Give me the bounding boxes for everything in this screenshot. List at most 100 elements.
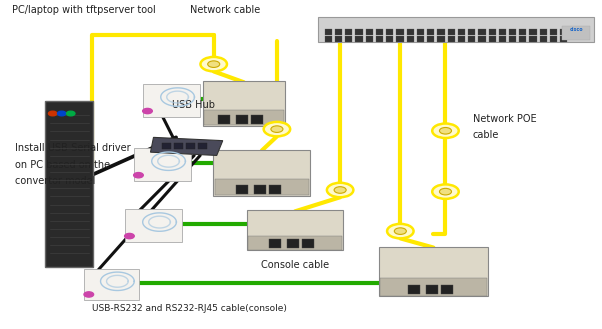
Text: cisco: cisco [569,27,583,32]
FancyBboxPatch shape [540,29,547,35]
FancyBboxPatch shape [397,29,404,35]
FancyBboxPatch shape [468,36,476,42]
Circle shape [143,109,152,114]
FancyBboxPatch shape [530,29,537,35]
Circle shape [84,292,94,297]
FancyBboxPatch shape [335,29,343,35]
FancyBboxPatch shape [379,247,488,296]
FancyBboxPatch shape [380,278,486,295]
FancyBboxPatch shape [134,148,191,181]
FancyBboxPatch shape [325,29,332,35]
FancyBboxPatch shape [562,26,590,40]
Circle shape [49,111,57,116]
FancyBboxPatch shape [550,36,557,42]
FancyBboxPatch shape [448,36,455,42]
FancyBboxPatch shape [46,101,93,267]
FancyBboxPatch shape [479,36,486,42]
FancyBboxPatch shape [427,29,435,35]
FancyBboxPatch shape [346,36,353,42]
FancyBboxPatch shape [468,29,476,35]
FancyBboxPatch shape [489,29,496,35]
Circle shape [208,61,220,67]
Circle shape [432,123,459,138]
FancyBboxPatch shape [247,211,344,250]
Circle shape [439,188,452,195]
FancyBboxPatch shape [427,36,435,42]
Text: Install USB-Serial driver
on PC based on the
convertor model: Install USB-Serial driver on PC based on… [15,143,131,186]
FancyBboxPatch shape [218,115,230,124]
FancyBboxPatch shape [269,185,281,193]
FancyBboxPatch shape [143,84,200,117]
FancyBboxPatch shape [213,149,311,196]
FancyBboxPatch shape [530,36,537,42]
FancyBboxPatch shape [386,29,394,35]
FancyBboxPatch shape [198,143,207,149]
Polygon shape [150,138,223,155]
Text: Network cable: Network cable [190,5,260,15]
FancyBboxPatch shape [441,285,453,294]
Circle shape [271,126,283,133]
Circle shape [327,183,353,197]
FancyBboxPatch shape [509,29,517,35]
FancyBboxPatch shape [203,81,285,126]
Circle shape [439,127,452,134]
Circle shape [394,228,406,235]
Circle shape [334,187,346,193]
FancyBboxPatch shape [509,36,517,42]
FancyBboxPatch shape [417,36,424,42]
FancyBboxPatch shape [426,285,438,294]
FancyBboxPatch shape [397,36,404,42]
FancyBboxPatch shape [407,29,414,35]
FancyBboxPatch shape [186,143,195,149]
FancyBboxPatch shape [236,115,248,124]
FancyBboxPatch shape [287,239,299,248]
FancyBboxPatch shape [248,236,342,250]
Text: Console cable: Console cable [261,260,329,270]
FancyBboxPatch shape [499,36,506,42]
FancyBboxPatch shape [519,36,527,42]
FancyBboxPatch shape [417,29,424,35]
Circle shape [432,184,459,199]
FancyBboxPatch shape [302,239,314,248]
FancyBboxPatch shape [560,36,568,42]
FancyBboxPatch shape [479,29,486,35]
Circle shape [67,111,75,116]
FancyBboxPatch shape [560,29,568,35]
FancyBboxPatch shape [540,36,547,42]
FancyBboxPatch shape [366,29,373,35]
Circle shape [58,111,66,116]
FancyBboxPatch shape [346,29,353,35]
FancyBboxPatch shape [458,36,465,42]
FancyBboxPatch shape [174,143,183,149]
Text: USB-RS232 and RS232-RJ45 cable(console): USB-RS232 and RS232-RJ45 cable(console) [92,304,287,313]
FancyBboxPatch shape [214,179,309,195]
FancyBboxPatch shape [84,269,138,300]
FancyBboxPatch shape [325,36,332,42]
FancyBboxPatch shape [356,29,363,35]
FancyBboxPatch shape [254,185,266,193]
FancyBboxPatch shape [438,36,445,42]
FancyBboxPatch shape [408,285,420,294]
FancyBboxPatch shape [438,29,445,35]
FancyBboxPatch shape [386,36,394,42]
FancyBboxPatch shape [356,36,363,42]
FancyBboxPatch shape [318,17,594,42]
FancyBboxPatch shape [448,29,455,35]
FancyBboxPatch shape [550,29,557,35]
FancyBboxPatch shape [489,36,496,42]
Circle shape [264,122,290,137]
FancyBboxPatch shape [376,36,383,42]
Text: Network POE
cable: Network POE cable [473,114,536,140]
FancyBboxPatch shape [236,185,248,193]
FancyBboxPatch shape [269,239,281,248]
FancyBboxPatch shape [125,209,182,242]
FancyBboxPatch shape [251,115,263,124]
Circle shape [134,172,143,178]
FancyBboxPatch shape [499,29,506,35]
FancyBboxPatch shape [366,36,373,42]
FancyBboxPatch shape [162,143,171,149]
FancyBboxPatch shape [407,36,414,42]
Text: USB Hub: USB Hub [172,100,214,110]
Circle shape [387,224,414,238]
FancyBboxPatch shape [204,110,284,125]
